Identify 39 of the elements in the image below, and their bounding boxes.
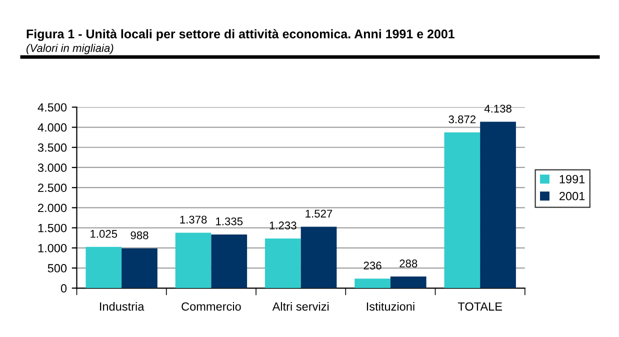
- data-label: 236: [364, 262, 382, 270]
- y-tick-label: 4.000: [38, 123, 67, 132]
- chart-subtitle: (Valori in migliaia): [26, 44, 114, 54]
- y-tick-label: 3.000: [38, 164, 67, 172]
- data-label: 1.233: [270, 222, 296, 230]
- bar: [211, 234, 248, 288]
- x-tick-label: Altri servizi: [272, 302, 329, 311]
- bar: [175, 232, 212, 288]
- bar: [86, 246, 122, 288]
- y-tick-label: 2.000: [38, 204, 67, 212]
- chart-title: Figura 1 - Unità locali per settore di attività economica. Anni 1991 e 2001: [26, 29, 454, 41]
- x-tick-label: TOTALE: [458, 302, 502, 311]
- bar: [264, 238, 301, 288]
- bar: [354, 278, 390, 288]
- x-tick-label: Industria: [100, 302, 144, 311]
- data-label: 1.527: [306, 210, 332, 218]
- y-tick-label: 1.500: [38, 224, 67, 232]
- x-tick-label: Istituzioni: [366, 302, 414, 311]
- legend-label: 2001: [560, 192, 585, 200]
- bar: [444, 132, 480, 288]
- y-tick-label: 3.500: [38, 143, 67, 152]
- y-tick-label: 0: [60, 284, 67, 293]
- data-label: 1.378: [180, 216, 207, 224]
- data-label: 3.872: [448, 115, 476, 124]
- data-label: 988: [130, 231, 148, 240]
- y-tick-label: 1.000: [38, 244, 67, 252]
- bar: [300, 226, 337, 288]
- data-label: 4.138: [484, 104, 512, 113]
- bar: [390, 276, 426, 288]
- bar: [480, 122, 516, 288]
- y-tick-label: 4.500: [38, 103, 67, 112]
- data-label: 1.335: [216, 217, 243, 226]
- data-label: 288: [400, 260, 418, 268]
- y-tick-label: 500: [48, 264, 67, 272]
- data-label: 1.025: [90, 230, 118, 238]
- bar: [122, 248, 158, 288]
- legend-label: 1991: [560, 174, 585, 184]
- y-tick-label: 2.500: [38, 184, 67, 192]
- x-tick-label: Commercio: [182, 302, 241, 311]
